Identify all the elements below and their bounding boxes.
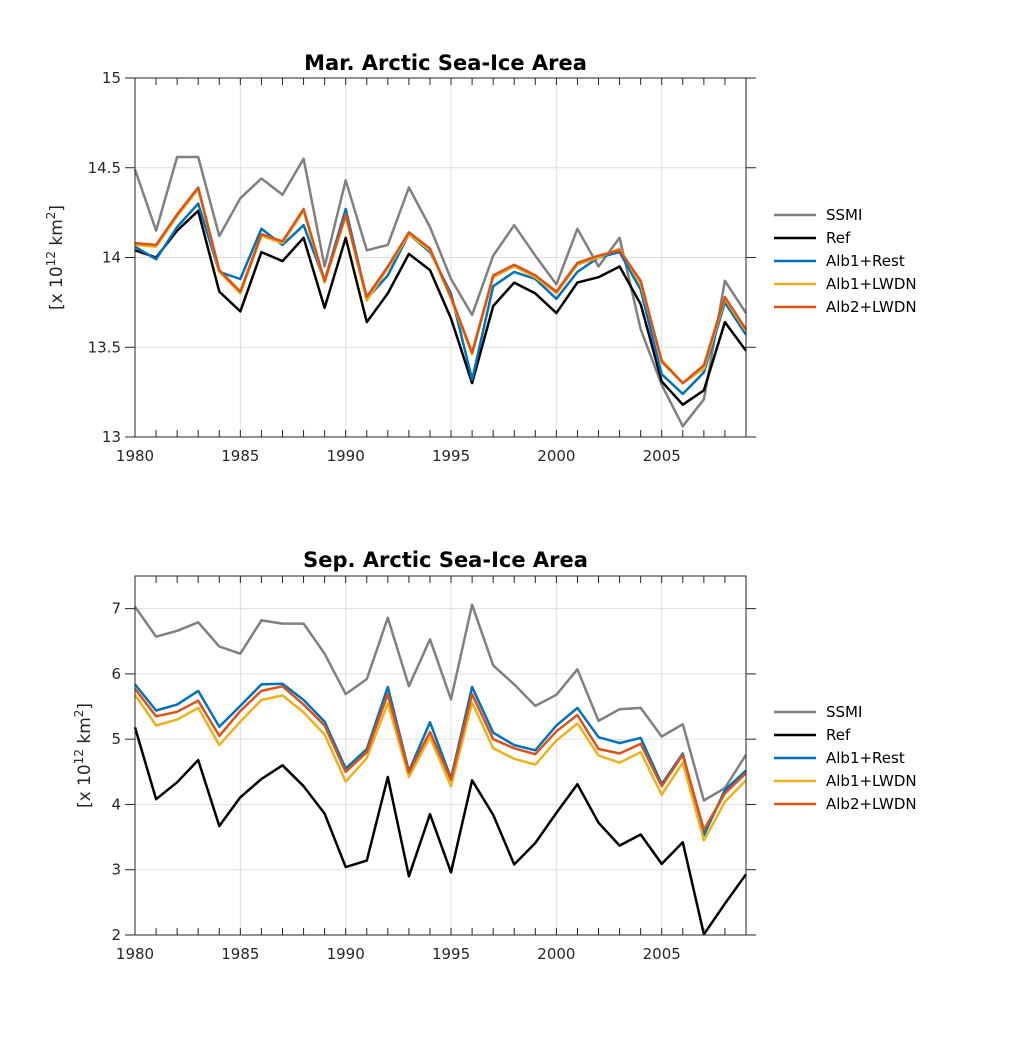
x-tick-label: 2005	[643, 945, 681, 963]
series-line-alb1-lwdn	[133, 694, 747, 842]
y-tick-label: 13	[102, 428, 121, 446]
series-line-ref	[133, 727, 748, 936]
y-axis-label: [x 1012 km2]	[72, 703, 95, 808]
chart-panel-2: 1980 1985 1990 1995 2000 2005 2 3 4 5 6 7 Sep. Arcti…	[72, 548, 917, 963]
x-tick-label: 1980	[116, 945, 154, 963]
legend: SSMI Ref Alb1+Rest Alb1+LWDN Alb2+LWDN	[774, 206, 917, 316]
legend-label: Ref	[826, 726, 851, 744]
chart-panel-1: 1980 1985 1990 1995 2000 2005 13 13.5 14 14.5 15 Ma…	[44, 51, 917, 465]
x-tick-label: 2005	[643, 447, 681, 465]
y-tick-label: 6	[111, 665, 121, 683]
series-line-alb2-lwdn	[134, 186, 748, 385]
x-tick-label: 1980	[116, 447, 154, 465]
legend-label: Ref	[826, 229, 851, 247]
legend-label: Alb1+LWDN	[826, 772, 917, 790]
y-tick-label: 4	[111, 795, 121, 813]
legend-label: Alb2+LWDN	[826, 298, 917, 316]
x-tick-label: 2000	[537, 447, 575, 465]
y-tick-label: 14	[102, 249, 121, 267]
legend-label: Alb1+LWDN	[826, 275, 917, 293]
x-tick-label: 1995	[432, 447, 470, 465]
legend-label: Alb1+Rest	[826, 749, 905, 767]
y-tick-label: 14.5	[88, 159, 121, 177]
series-line-ssmi	[133, 155, 748, 428]
x-tick-label: 1990	[327, 447, 365, 465]
chart-title: Sep. Arctic Sea-Ice Area	[303, 548, 588, 572]
legend-label: SSMI	[826, 206, 862, 224]
x-tick-label: 1985	[221, 447, 259, 465]
series-line-alb1-rest	[134, 682, 747, 837]
legend-label: Alb1+Rest	[826, 252, 905, 270]
axes-box	[134, 575, 747, 936]
x-tick-label: 1995	[432, 945, 470, 963]
y-tick-label: 15	[102, 69, 121, 87]
x-tick-label: 1985	[221, 945, 259, 963]
chart-title: Mar. Arctic Sea-Ice Area	[304, 51, 587, 75]
legend-label: SSMI	[826, 703, 862, 721]
y-axis-label: [x 1012 km2]	[44, 205, 67, 310]
series-line-ssmi	[133, 603, 748, 802]
legend-label: Alb2+LWDN	[826, 795, 917, 813]
x-tick-label: 1990	[327, 945, 365, 963]
y-tick-label: 7	[111, 600, 121, 618]
legend: SSMI Ref Alb1+Rest Alb1+LWDN Alb2+LWDN	[774, 703, 917, 813]
y-tick-label: 5	[111, 730, 121, 748]
y-tick-label: 3	[111, 861, 121, 879]
series-line-alb2-lwdn	[134, 685, 747, 832]
y-tick-label: 2	[111, 926, 121, 944]
series-line-ref	[134, 209, 748, 406]
y-tick-label: 13.5	[88, 338, 121, 356]
x-tick-label: 2000	[537, 945, 575, 963]
